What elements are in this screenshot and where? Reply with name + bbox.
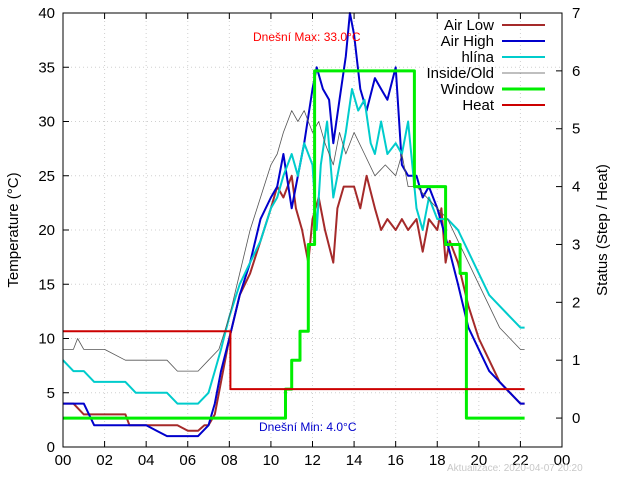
y-tick-label-left: 15 (38, 276, 55, 293)
x-tick-label: 18 (429, 452, 446, 469)
y-tick-label-right: 3 (572, 236, 580, 253)
x-tick-label: 22 (512, 452, 529, 469)
x-tick-label: 14 (346, 452, 363, 469)
y-tick-label-right: 4 (572, 179, 580, 196)
y-tick-label-right: 6 (572, 63, 580, 80)
y-tick-label-left: 30 (38, 114, 55, 131)
legend-label-air-high: Air High (441, 33, 494, 50)
series-line-window (63, 69, 525, 420)
x-tick-label: 20 (470, 452, 487, 469)
legend-label-hl-na: hlína (461, 49, 494, 66)
x-tick-label: 04 (138, 452, 155, 469)
x-tick-label: 02 (96, 452, 113, 469)
y-tick-label-right: 0 (572, 410, 580, 427)
x-tick-label: 16 (387, 452, 404, 469)
y-tick-label-right: 2 (572, 294, 580, 311)
y-tick-label-left: 35 (38, 59, 55, 76)
legend-label-heat: Heat (462, 97, 495, 114)
legend-label-air-low: Air Low (444, 17, 494, 34)
y-tick-label-left: 20 (38, 222, 55, 239)
x-tick-label: 08 (221, 452, 238, 469)
updated-timestamp: Aktualizace: 2020-04-07 20:20 (447, 463, 583, 474)
legend-label-window: Window (441, 81, 495, 98)
series-layer (62, 12, 525, 438)
series-line-heat (63, 330, 525, 391)
y-tick-label-left: 0 (47, 439, 55, 456)
x-tick-label: 12 (304, 452, 321, 469)
x-tick-label: 00 (55, 452, 72, 469)
y-tick-label-right: 1 (572, 352, 580, 369)
min-temp-annotation: Dnešní Min: 4.0°C (259, 420, 357, 434)
y-axis-title-left: Temperature (°C) (5, 172, 22, 287)
y-tick-label-left: 40 (38, 5, 55, 22)
legend-label-inside-old: Inside/Old (426, 65, 494, 82)
y-tick-label-right: 7 (572, 5, 580, 22)
x-tick-label: 06 (179, 452, 196, 469)
y-tick-label-left: 25 (38, 168, 55, 185)
y-tick-label-left: 10 (38, 331, 55, 348)
y-tick-label-left: 5 (47, 385, 55, 402)
y-axis-title-right: Status (Step / Heat) (594, 164, 611, 296)
ticks-layer: 00 02 04 06 08 10 12 14 16 18 20 22 0005101520253035… (38, 5, 580, 469)
max-temp-annotation: Dnešní Max: 33.0°C (253, 30, 361, 44)
series-line-hl-na (62, 88, 525, 405)
x-tick-label: 10 (263, 452, 280, 469)
y-tick-label-right: 5 (572, 121, 580, 138)
x-tick-label: 00 (554, 452, 571, 469)
